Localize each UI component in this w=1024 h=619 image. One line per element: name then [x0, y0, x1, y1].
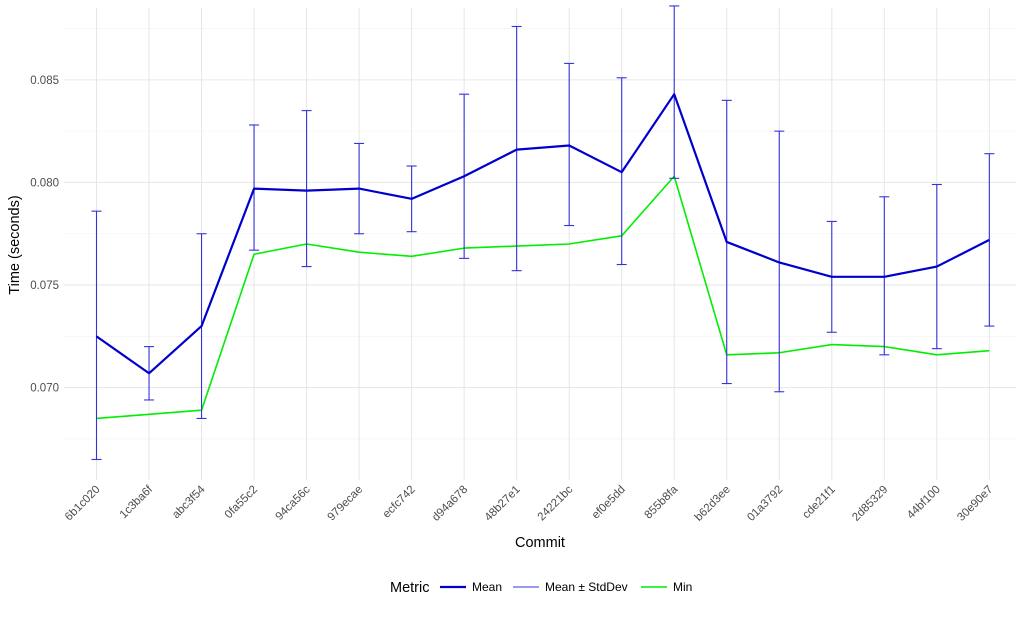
- y-tick-label: 0.075: [30, 280, 59, 292]
- x-tick-label: d94a678: [430, 484, 470, 524]
- y-tick-label: 0.085: [30, 75, 59, 87]
- error-bar: [669, 5, 680, 179]
- x-tick-label: 48b27e1: [483, 484, 523, 524]
- x-tick-label: 94ca56c: [273, 483, 312, 522]
- x-tick-label: abc3f54: [170, 483, 208, 521]
- x-tick-label: 0fa55c2: [223, 484, 260, 521]
- x-axis-title: Commit: [515, 535, 565, 551]
- min-series-line: [96, 175, 990, 420]
- x-tick-label: 855b8fa: [642, 483, 680, 521]
- x-tick-label: 1c3ba6f: [118, 483, 156, 521]
- x-tick-label: 24221bc: [536, 483, 576, 523]
- y-tick-label: 0.070: [30, 383, 59, 395]
- legend-label-stddev: Mean ± StdDev: [545, 580, 628, 594]
- legend-label-mean: Mean: [472, 580, 502, 594]
- legend-title: Metric: [390, 580, 429, 596]
- x-tick-label: 2d85329: [850, 484, 890, 524]
- grid-layer: [64, 8, 1016, 480]
- y-axis-title: Time (seconds): [7, 195, 23, 294]
- x-tick-label: 979ecae: [326, 484, 366, 524]
- x-tick-label: ef0e5dd: [590, 484, 628, 522]
- data-layer: [91, 5, 995, 461]
- x-tick-label: b62d3ee: [693, 484, 733, 524]
- x-tick-label: cde21f1: [800, 484, 837, 521]
- axis-layer: 0.070 0.075 0.080 0.085 6b1c020 1c3ba6f abc3f5…: [30, 75, 995, 524]
- x-tick-label: 6b1c020: [63, 484, 103, 524]
- x-tick-label: 44bf100: [905, 484, 943, 522]
- error-bar: [91, 210, 102, 461]
- x-tick-label: ecfc742: [381, 484, 418, 521]
- legend: Metric Mean Mean ± StdDev Min: [390, 580, 692, 596]
- mean-series-line: [95, 93, 990, 375]
- x-tick-label: 01a3792: [745, 484, 785, 524]
- error-bar: [301, 110, 312, 268]
- y-tick-label: 0.080: [30, 177, 59, 189]
- x-tick-label: 30e90e7: [955, 484, 995, 524]
- legend-label-min: Min: [673, 580, 692, 594]
